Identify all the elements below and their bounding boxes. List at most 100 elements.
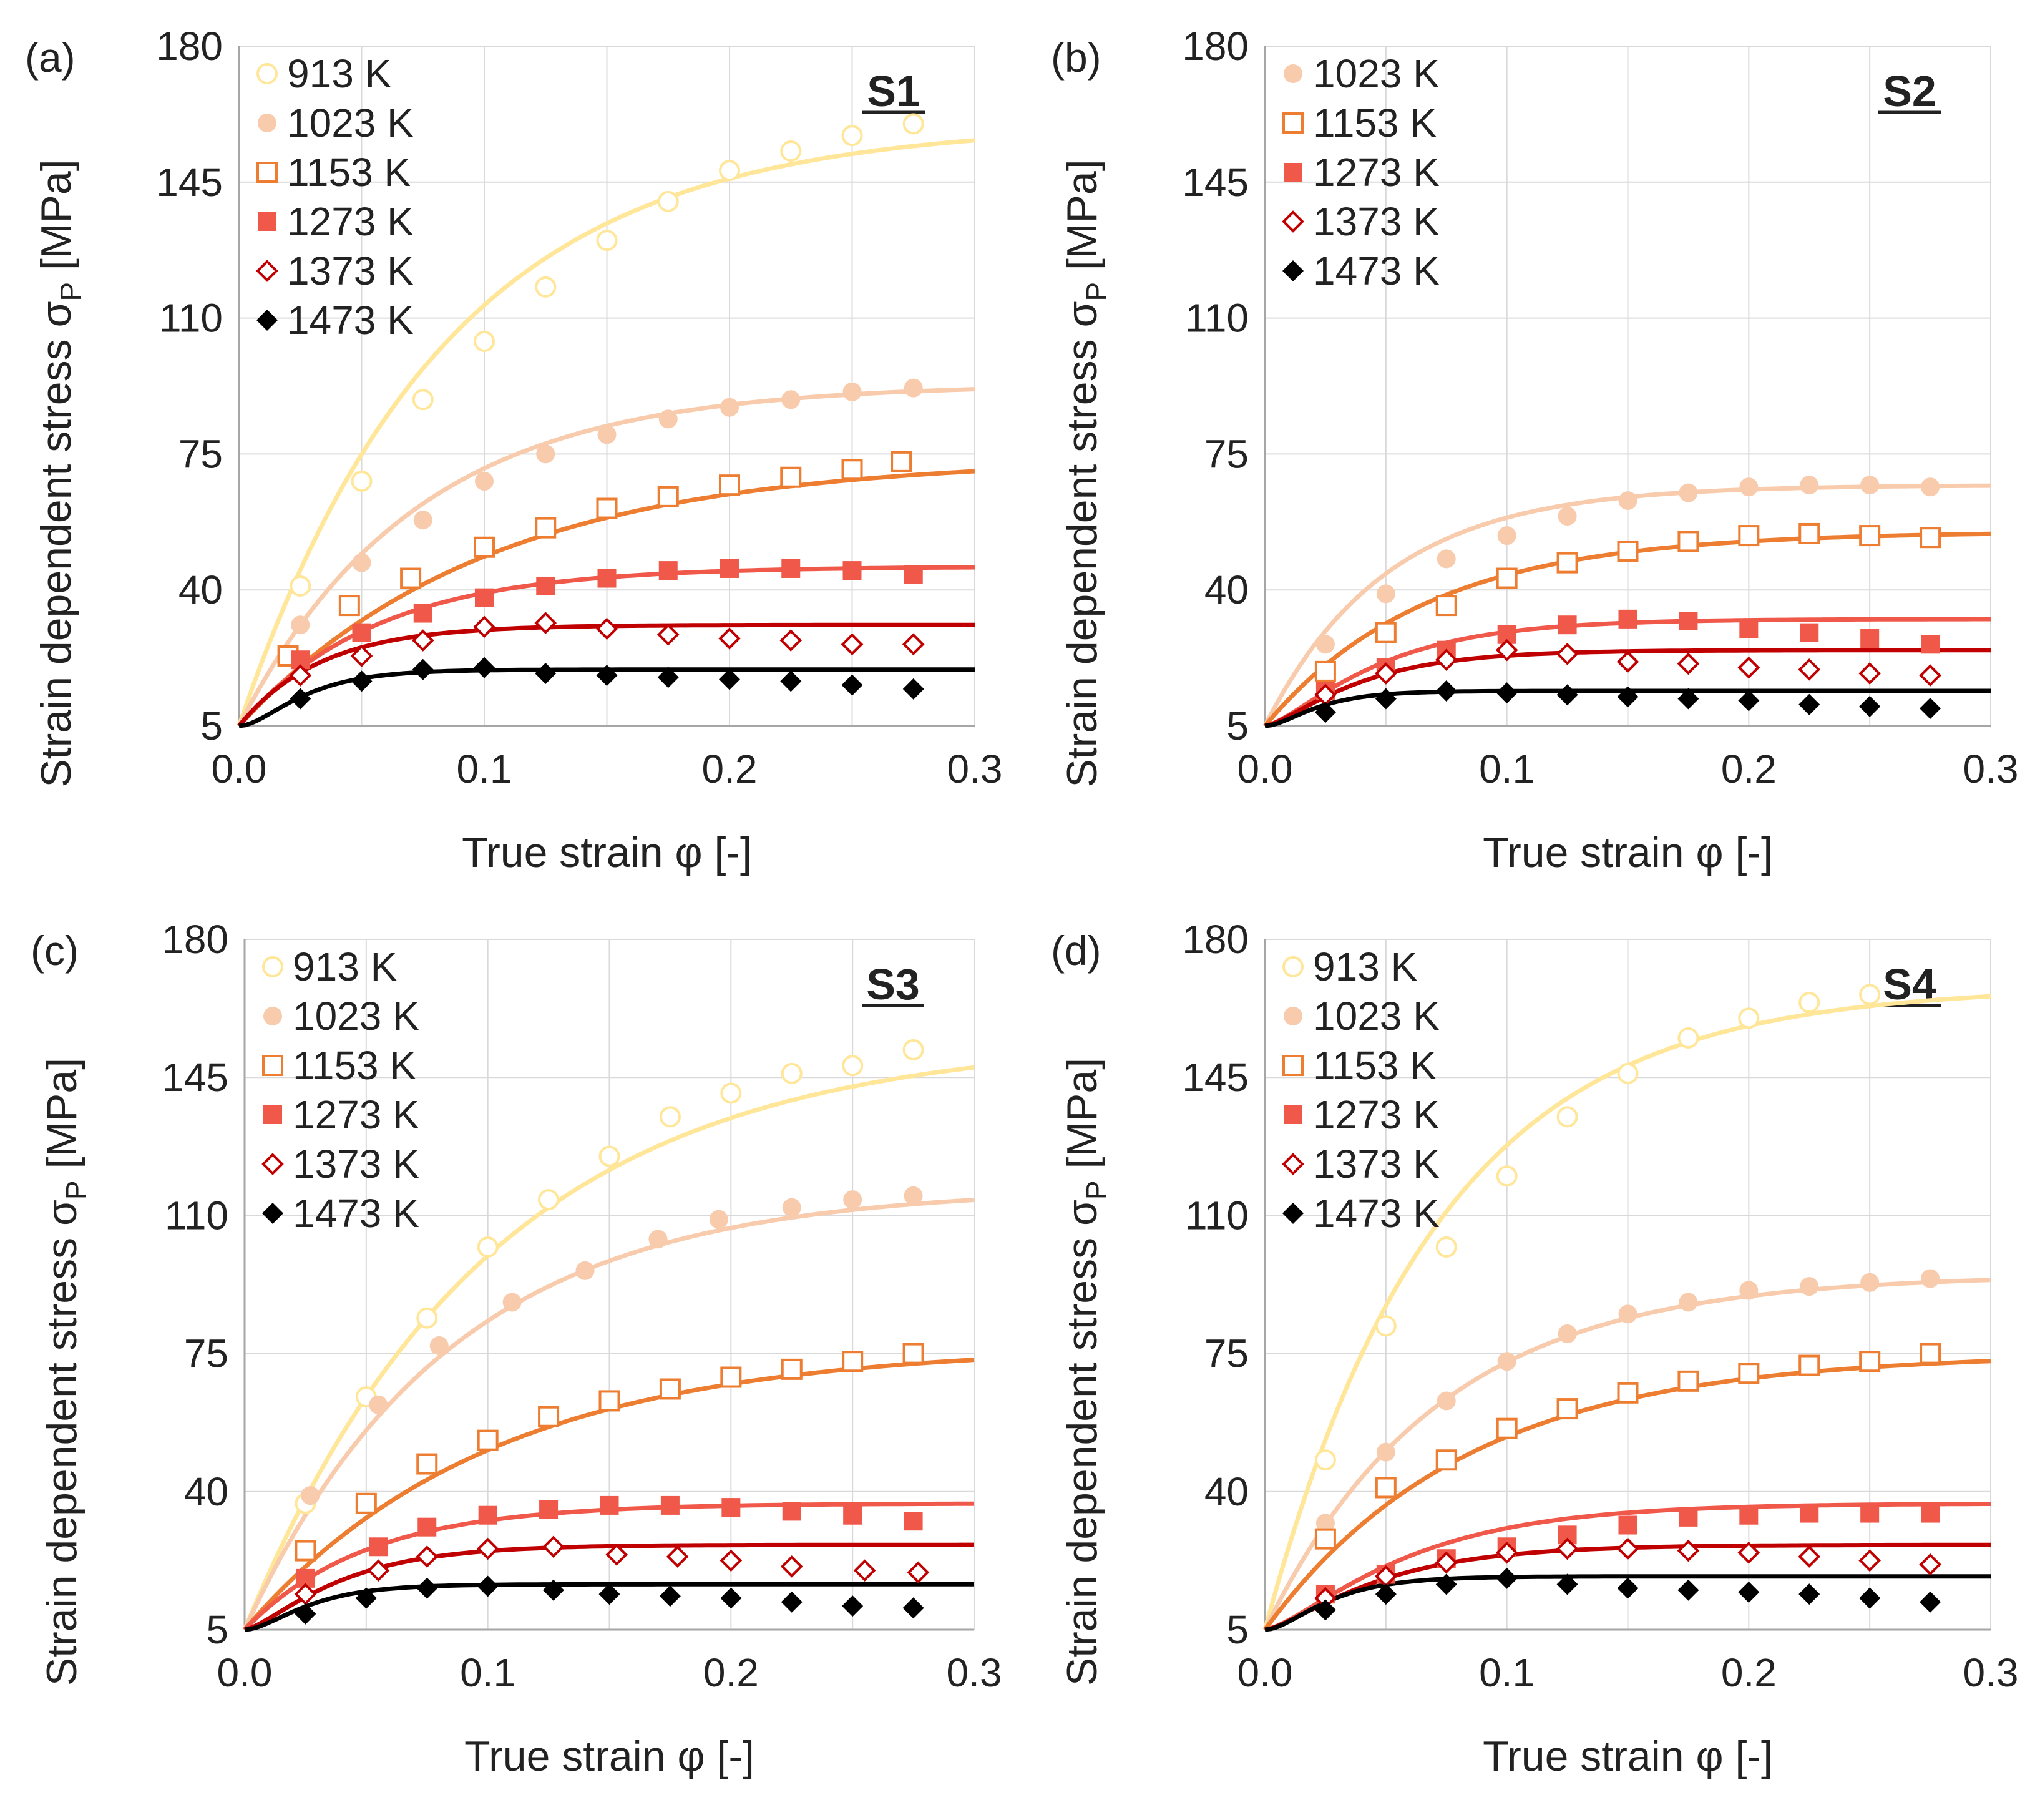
- y-tick-label: 75: [1204, 431, 1249, 476]
- data-point-1373-k: [666, 1545, 689, 1568]
- data-point-1153-k: [841, 459, 863, 481]
- x-tick-label: 0.1: [457, 746, 512, 791]
- data-point-1023-k: [1618, 491, 1637, 511]
- data-point-1023-k: [475, 471, 494, 491]
- data-point-913-k: [538, 1189, 560, 1211]
- legend-marker-1273-k: [263, 1105, 282, 1124]
- data-point-1273-k: [1860, 629, 1880, 648]
- data-point-913-k: [659, 1106, 681, 1128]
- data-point-1023-k: [1739, 1281, 1759, 1300]
- data-point-913-k: [1798, 992, 1820, 1014]
- data-point-1473-k: [1314, 702, 1336, 723]
- panel-d: 5 40 75 110 145 180 0.0 0.1 0.2 0.3 True strain φ …: [1051, 917, 2018, 1780]
- data-point-1153-k: [338, 595, 360, 617]
- y-tick-label: 5: [206, 1607, 228, 1652]
- data-point-1273-k: [478, 1505, 497, 1525]
- legend-label: 1473 K: [287, 298, 414, 343]
- panel-a: 5 40 75 110 145 180 0.0 0.1 0.2 0.3 True strain φ …: [25, 24, 1002, 876]
- data-point-1023-k: [782, 1198, 801, 1217]
- data-point-1273-k: [843, 1505, 862, 1525]
- data-point-1153-k: [1738, 525, 1760, 547]
- data-point-1473-k: [355, 1587, 377, 1609]
- data-point-1023-k: [1558, 1324, 1577, 1343]
- data-point-913-k: [598, 1145, 620, 1167]
- data-point-1473-k: [1435, 680, 1457, 702]
- data-point-1273-k: [1618, 1515, 1637, 1535]
- data-point-913-k: [841, 125, 863, 147]
- data-point-1473-k: [902, 678, 924, 700]
- data-point-1023-k: [1437, 1391, 1456, 1411]
- data-point-1153-k: [781, 1358, 803, 1380]
- data-point-1373-k: [720, 1549, 743, 1572]
- data-point-913-k: [416, 1307, 438, 1329]
- data-point-1273-k: [1921, 635, 1940, 654]
- data-point-1023-k: [352, 553, 371, 572]
- legend-label: 1273 K: [1313, 150, 1440, 195]
- data-point-1153-k: [355, 1492, 377, 1514]
- data-point-1273-k: [1558, 615, 1577, 635]
- data-point-1023-k: [658, 409, 678, 429]
- data-point-1273-k: [782, 1502, 801, 1521]
- data-point-1273-k: [597, 569, 617, 588]
- data-point-1473-k: [1314, 1599, 1336, 1621]
- data-point-1373-k: [656, 623, 680, 646]
- data-point-913-k: [535, 276, 557, 298]
- legend-marker-1023-k: [1284, 64, 1302, 83]
- data-point-1373-k: [718, 627, 741, 650]
- data-point-1273-k: [475, 588, 494, 607]
- data-point-1153-k: [1556, 552, 1578, 574]
- data-point-1273-k: [1800, 623, 1819, 642]
- data-point-1273-k: [1679, 1507, 1698, 1527]
- legend-label: 1153 K: [293, 1043, 416, 1088]
- data-point-1473-k: [1920, 1591, 1941, 1613]
- legend-marker-1373-k: [261, 1153, 284, 1175]
- x-axis-title: True strain φ [-]: [1483, 1733, 1773, 1780]
- data-point-1273-k: [1618, 609, 1637, 629]
- data-point-1373-k: [1798, 1545, 1821, 1568]
- legend-marker-1153-k: [1282, 112, 1304, 134]
- data-point-1373-k: [542, 1535, 565, 1558]
- data-point-1473-k: [477, 1575, 499, 1597]
- legend-marker-1373-k: [1282, 210, 1304, 233]
- data-point-1473-k: [719, 668, 740, 690]
- data-point-1373-k: [289, 664, 312, 687]
- data-point-1273-k: [417, 1517, 437, 1537]
- panel-title: S3: [866, 960, 920, 1009]
- data-point-1023-k: [1315, 1514, 1335, 1533]
- data-point-1373-k: [1677, 652, 1700, 675]
- data-point-1023-k: [1497, 526, 1516, 546]
- data-point-1373-k: [1375, 662, 1397, 685]
- y-tick-label: 5: [200, 703, 223, 748]
- data-point-1023-k: [1921, 1269, 1940, 1288]
- data-point-1273-k: [658, 561, 678, 580]
- data-point-1153-k: [720, 1366, 742, 1388]
- data-point-1273-k: [1921, 1504, 1940, 1523]
- data-point-1373-k: [907, 1561, 930, 1584]
- x-tick-label: 0.1: [1479, 1650, 1535, 1695]
- legend-marker-913-k: [262, 956, 283, 977]
- fit-curve-1373-k: [244, 1542, 974, 1632]
- panel-title: S2: [1883, 67, 1936, 115]
- data-point-1273-k: [904, 565, 923, 584]
- legend-label: 1153 K: [1313, 1043, 1437, 1088]
- data-point-913-k: [1859, 984, 1881, 1005]
- data-point-1023-k: [301, 1486, 320, 1505]
- data-point-1473-k: [780, 670, 802, 692]
- data-point-1473-k: [902, 1597, 924, 1619]
- legend-marker-1153-k: [256, 162, 278, 183]
- legend-marker-1273-k: [1284, 163, 1302, 182]
- data-point-1473-k: [1375, 688, 1397, 710]
- legend-label: 1273 K: [287, 199, 414, 244]
- y-axis-title: Strain dependent stress σP [MPa]: [32, 159, 87, 787]
- data-point-1373-k: [1858, 662, 1881, 685]
- data-point-1153-k: [719, 474, 740, 496]
- data-point-1023-k: [369, 1395, 388, 1414]
- legend-label: 1023 K: [1313, 51, 1440, 96]
- y-axis-title: Strain dependent stress σP [MPa]: [1058, 1058, 1113, 1686]
- fit-curve-1023-k: [242, 1198, 975, 1631]
- data-point-1273-k: [1800, 1504, 1819, 1523]
- data-point-1023-k: [1558, 506, 1577, 526]
- x-tick-label: 0.0: [1237, 1650, 1293, 1695]
- data-point-1373-k: [476, 1537, 499, 1560]
